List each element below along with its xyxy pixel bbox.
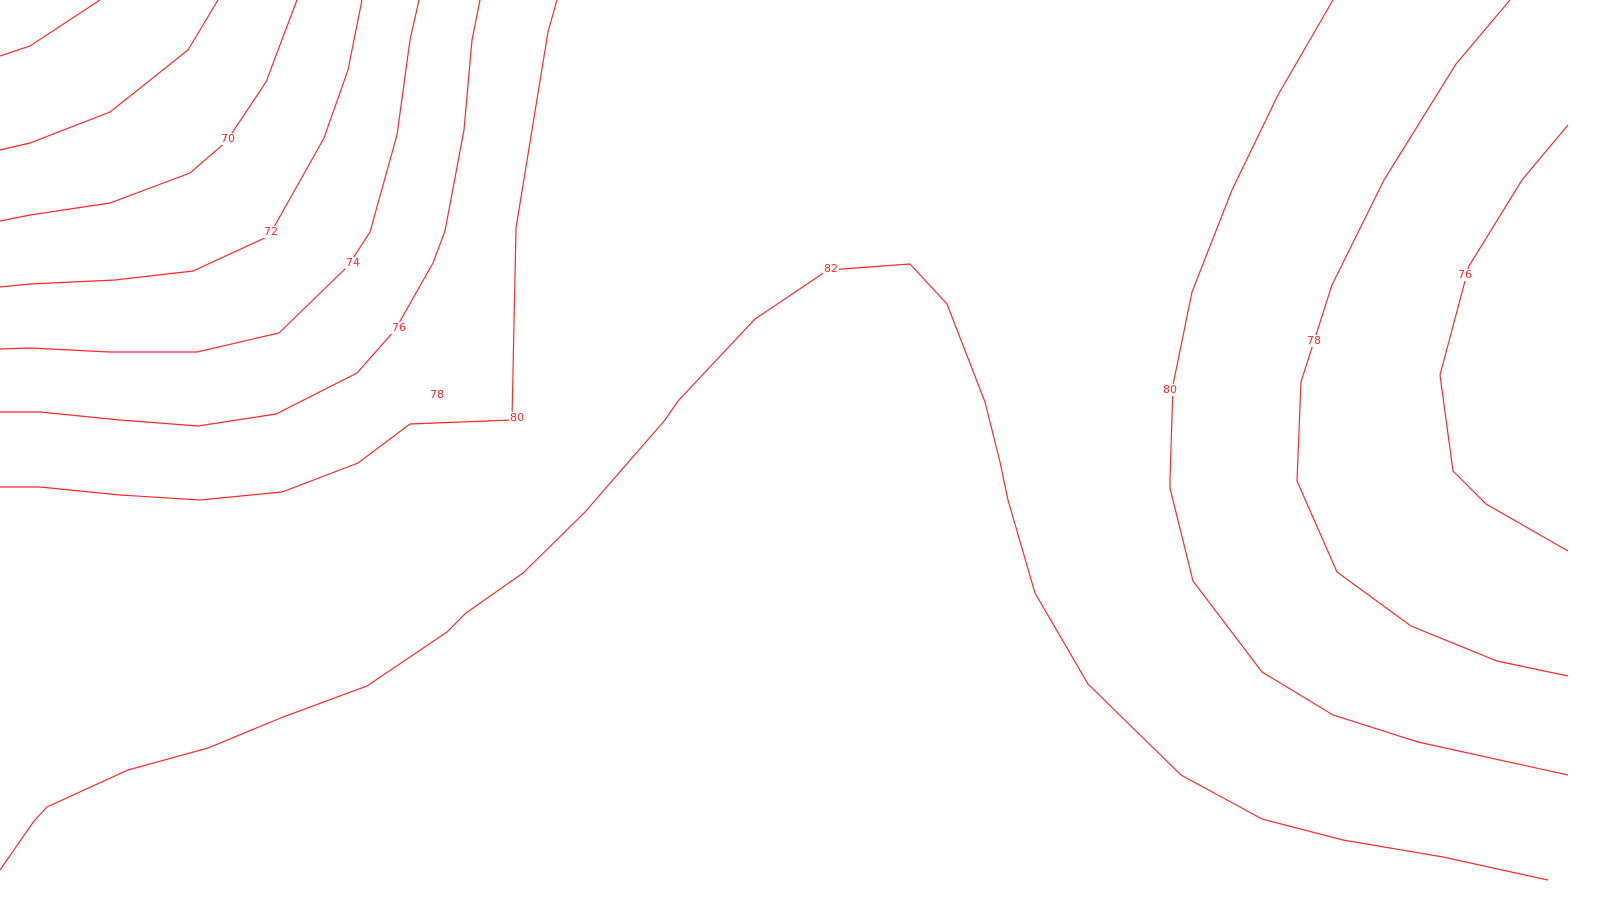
contour-line-76 [1439, 124, 1569, 552]
contour-label-78: 78 [1307, 334, 1321, 347]
contour-line-74 [0, 0, 363, 288]
contour-line-68 [0, 0, 101, 57]
contour-lines [0, 0, 1569, 881]
contour-line-72 [0, 0, 298, 222]
contour-label-backdrop [263, 226, 279, 238]
contour-labels: 70 72 74 76 78 80 82 80 78 76 [220, 132, 1473, 424]
contour-label-backdrop [509, 412, 525, 424]
contour-label-backdrop [1306, 335, 1322, 347]
contour-label-74: 74 [346, 256, 360, 269]
contour-label-backdrop [391, 322, 407, 334]
contour-label-72: 72 [264, 225, 278, 238]
contour-label-backdrop [345, 257, 361, 269]
contour-line-76 [0, 0, 420, 353]
contour-label-82: 82 [824, 262, 838, 275]
contour-line-80 [0, 0, 558, 501]
contour-label-backdrop [1162, 384, 1178, 396]
contour-label-78: 78 [430, 388, 444, 401]
contour-line-80 [1169, 0, 1569, 776]
contour-label-76: 76 [1458, 268, 1472, 281]
contour-label-76: 76 [392, 321, 406, 334]
contour-label-80: 80 [510, 411, 524, 424]
contour-label-backdrop [1457, 269, 1473, 281]
contour-label-backdrop [429, 389, 445, 401]
contour-label-backdrop [220, 133, 236, 145]
contour-label-70: 70 [221, 132, 235, 145]
contour-label-backdrop [823, 263, 839, 275]
contour-line-78 [0, 0, 481, 427]
contour-line-82 [0, 263, 1549, 881]
contour-line-78 [1296, 0, 1569, 677]
contour-line-70 [0, 0, 219, 151]
contour-label-80: 80 [1163, 383, 1177, 396]
